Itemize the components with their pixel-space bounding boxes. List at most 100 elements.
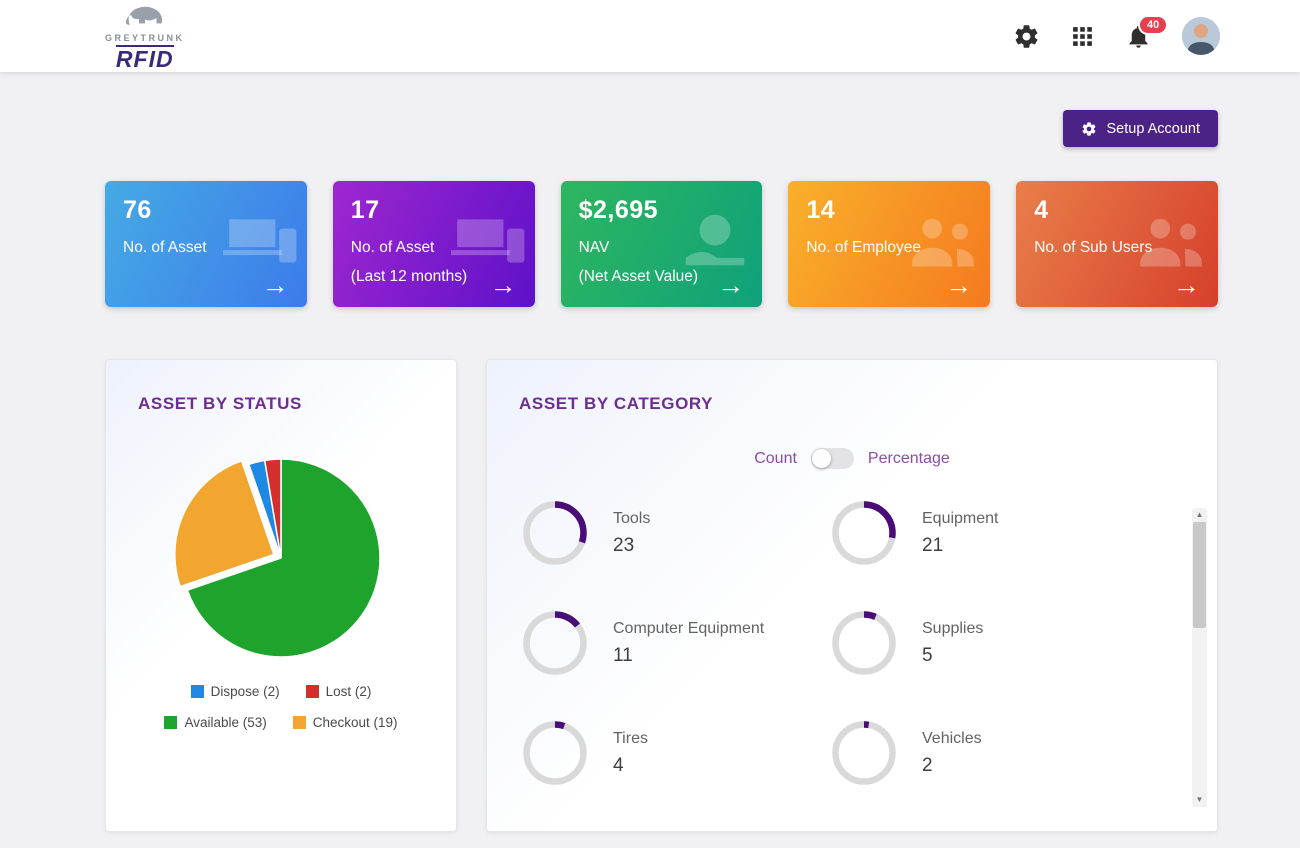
category-value: 11 <box>613 644 633 666</box>
legend-label: Lost (2) <box>325 684 372 699</box>
category-item-tires: Tires 4 <box>521 719 830 787</box>
donut-chart <box>832 721 896 785</box>
category-value: 2 <box>922 754 933 776</box>
gear-icon <box>1081 121 1097 137</box>
people-icon <box>1134 207 1208 281</box>
category-text: Vehicles 2 <box>922 730 982 777</box>
stat-card-4[interactable]: 14 No. of Employee → <box>788 181 991 307</box>
logo-text-top: GREYTRUNK <box>105 32 185 43</box>
stat-card-3[interactable]: $2,695 NAV (Net Asset Value) → <box>560 181 763 307</box>
arrow-right-icon[interactable]: → <box>717 270 745 300</box>
toggle-label-percentage[interactable]: Percentage <box>867 449 950 467</box>
category-item-computer-equipment: Computer Equipment 11 <box>521 609 830 677</box>
status-legend: Dispose (2) Lost (2) Available (53) Checkou… <box>138 684 424 730</box>
notifications-bell-icon[interactable]: 40 <box>1125 14 1169 50</box>
status-pie-chart <box>175 458 381 658</box>
asset-by-category-card: ASSET BY CATEGORY Count Percentage Tools… <box>486 359 1218 832</box>
setup-account-button[interactable]: Setup Account <box>1063 110 1218 147</box>
legend-swatch <box>164 716 178 729</box>
category-text: Tires 4 <box>613 730 648 777</box>
category-card-title: ASSET BY CATEGORY <box>519 394 714 413</box>
category-name: Equipment <box>922 509 999 527</box>
category-item-equipment: Equipment 21 <box>830 499 1139 567</box>
legend-swatch <box>305 685 319 698</box>
elephant-logo-icon <box>122 2 168 32</box>
category-text: Equipment 21 <box>922 510 999 557</box>
scrollbar-thumb[interactable] <box>1193 522 1206 628</box>
hand-coin-icon <box>678 207 752 281</box>
stat-cards-row: 76 No. of Asset → 17 No. of Asset (Last 12 mo… <box>105 181 1218 307</box>
stat-value: 14 <box>806 196 836 224</box>
scroll-down-arrow[interactable]: ▼ <box>1195 795 1204 804</box>
devices-icon <box>222 207 297 281</box>
arrow-right-icon[interactable]: → <box>261 270 289 300</box>
stat-card-2[interactable]: 17 No. of Asset (Last 12 months) → <box>332 181 535 307</box>
settings-gear-icon[interactable] <box>1013 23 1040 50</box>
count-percentage-toggle-row: Count Percentage <box>519 448 1185 469</box>
pie-slice-lost <box>263 458 282 559</box>
stat-label: No. of Employee <box>806 239 921 256</box>
category-item-tools: Tools 23 <box>521 499 830 567</box>
category-name: Tools <box>613 509 651 527</box>
category-name: Tires <box>613 729 648 747</box>
apps-grid-icon[interactable] <box>1070 24 1095 49</box>
pie-slice-available <box>186 458 381 658</box>
arrow-right-icon[interactable]: → <box>489 270 517 300</box>
category-name: Computer Equipment <box>613 619 765 637</box>
category-item-supplies: Supplies 5 <box>830 609 1139 677</box>
stat-value: 76 <box>123 196 152 224</box>
user-avatar[interactable] <box>1182 17 1220 55</box>
donut-chart <box>832 611 896 675</box>
category-donut-grid: Tools 23 Equipment 21 Computer Equipment 11 Su… <box>519 499 1185 787</box>
stat-label: NAV (Net Asset Value) <box>578 239 699 285</box>
category-text: Tools 23 <box>613 510 650 557</box>
setup-account-label: Setup Account <box>1106 120 1200 137</box>
category-item-vehicles: Vehicles 2 <box>830 719 1139 787</box>
people-icon <box>906 207 980 281</box>
legend-swatch <box>190 685 204 698</box>
devices-icon <box>450 207 525 281</box>
legend-label: Available (53) <box>184 715 267 730</box>
donut-chart <box>523 611 587 675</box>
legend-item-checkout[interactable]: Checkout (19) <box>292 715 398 730</box>
dashboard-main: Setup Account 76 No. of Asset → 17 No. of As… <box>0 110 1300 832</box>
arrow-right-icon[interactable]: → <box>1172 270 1200 300</box>
header-icons: 40 <box>1013 14 1220 55</box>
arrow-right-icon[interactable]: → <box>945 270 973 300</box>
count-percentage-toggle[interactable] <box>810 448 854 469</box>
asset-by-status-card: ASSET BY STATUS Dispose (2) Lost (2) Avail… <box>105 359 457 832</box>
category-value: 5 <box>922 644 933 666</box>
donut-chart <box>832 501 896 565</box>
top-bar: GREYTRUNK RFID 40 <box>0 0 1300 72</box>
notification-count-badge: 40 <box>1138 14 1169 35</box>
donut-chart <box>523 501 587 565</box>
category-text: Supplies 5 <box>922 620 983 667</box>
stat-card-5[interactable]: 4 No. of Sub Users → <box>1016 181 1218 307</box>
scroll-up-arrow[interactable]: ▲ <box>1195 510 1204 519</box>
category-value: 23 <box>613 534 635 556</box>
stat-value: $2,695 <box>578 196 659 224</box>
category-text: Computer Equipment 11 <box>613 620 764 667</box>
stat-value: 4 <box>1034 196 1049 224</box>
status-card-title: ASSET BY STATUS <box>138 394 302 413</box>
category-name: Vehicles <box>922 729 982 747</box>
category-scrollbar[interactable]: ▲ ▼ <box>1192 508 1207 807</box>
stat-label: No. of Asset (Last 12 months) <box>350 239 468 285</box>
stat-label: No. of Sub Users <box>1034 239 1153 256</box>
category-value: 21 <box>922 534 944 556</box>
pie-slice-checkout <box>175 459 275 588</box>
donut-chart <box>523 721 587 785</box>
stat-label: No. of Asset <box>123 239 207 256</box>
toggle-label-count[interactable]: Count <box>754 449 797 467</box>
brand-logo[interactable]: GREYTRUNK RFID <box>105 2 185 71</box>
legend-label: Checkout (19) <box>312 715 398 730</box>
toggle-knob <box>811 449 831 468</box>
logo-text-bottom: RFID <box>115 44 174 72</box>
legend-item-available[interactable]: Available (53) <box>164 715 267 730</box>
category-name: Supplies <box>922 619 984 637</box>
legend-swatch <box>292 716 306 729</box>
legend-item-dispose[interactable]: Dispose (2) <box>190 684 280 699</box>
stat-card-1[interactable]: 76 No. of Asset → <box>105 181 307 307</box>
legend-item-lost[interactable]: Lost (2) <box>305 684 372 699</box>
category-value: 4 <box>613 754 624 776</box>
